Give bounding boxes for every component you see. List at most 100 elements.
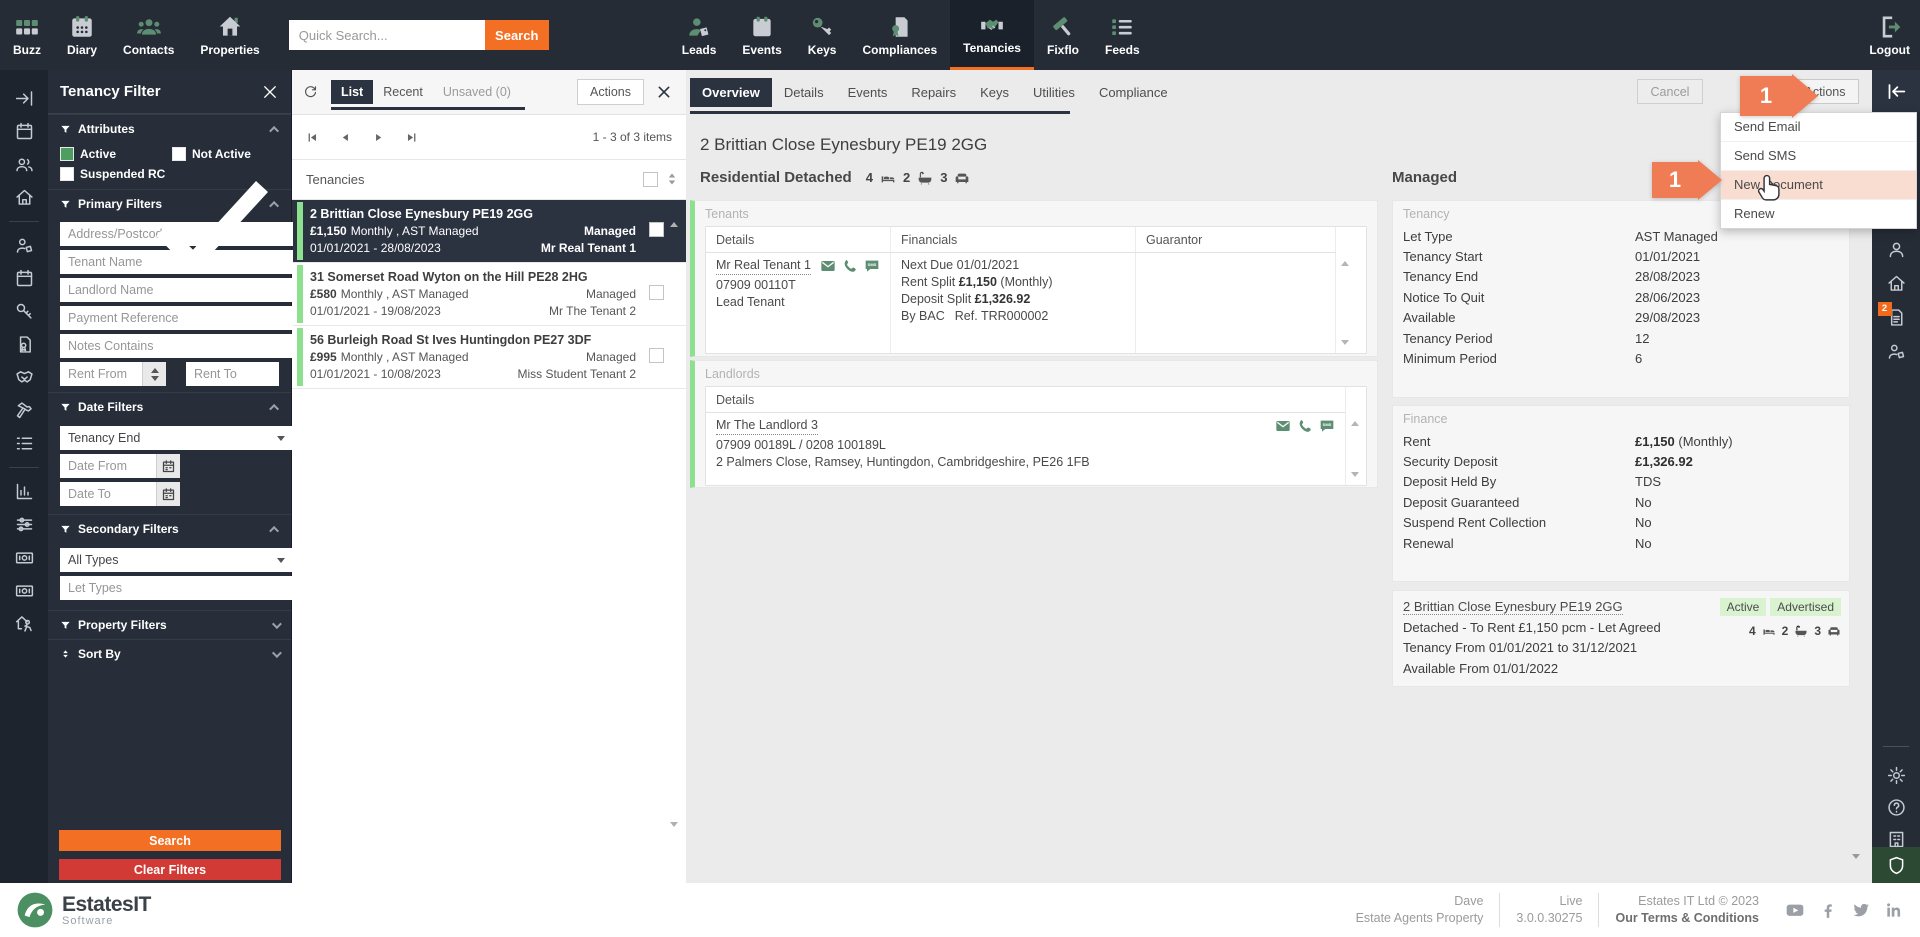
notes-contains-input[interactable] xyxy=(60,334,293,358)
close-filter-icon[interactable] xyxy=(261,83,279,101)
help-icon[interactable] xyxy=(1872,792,1920,822)
list-actions-button[interactable]: Actions xyxy=(577,79,644,105)
nav-compliances[interactable]: Compliances xyxy=(849,0,950,70)
reports-icon[interactable] xyxy=(14,475,35,508)
previous-page-icon[interactable] xyxy=(339,131,352,144)
row-checkbox[interactable] xyxy=(649,285,664,300)
tenancy-list-item[interactable]: 56 Burleigh Road St Ives Huntingdon PE27… xyxy=(292,326,686,389)
row-checkbox[interactable] xyxy=(649,348,664,363)
tab-overview[interactable]: Overview xyxy=(690,78,772,107)
sms-icon[interactable] xyxy=(864,258,880,274)
money-icon[interactable] xyxy=(14,574,35,607)
nav-keys[interactable]: Keys xyxy=(795,0,850,70)
menu-item-new-document[interactable]: New Document xyxy=(1721,171,1916,200)
menu-item-renew[interactable]: Renew xyxy=(1734,206,1775,221)
suspended-rc-checkbox[interactable] xyxy=(60,167,74,181)
lead-icon[interactable] xyxy=(1872,336,1920,366)
compliances-icon[interactable] xyxy=(14,328,35,361)
tenancy-list-item[interactable]: 2 Brittian Close Eynesbury PE19 2GG £1,1… xyxy=(292,200,686,263)
scroll-down-icon[interactable] xyxy=(1852,854,1860,877)
nav-leads[interactable]: Leads xyxy=(669,0,730,70)
security-shield-icon[interactable] xyxy=(1872,847,1920,883)
section-primary-filters[interactable]: Primary Filters xyxy=(48,189,291,218)
nav-buzz[interactable]: Buzz xyxy=(0,0,54,70)
tab-keys[interactable]: Keys xyxy=(980,85,1010,100)
section-property-filters[interactable]: Property Filters xyxy=(48,610,291,639)
landlord-link[interactable]: Mr The Landlord 3 xyxy=(716,417,818,435)
payments-icon[interactable] xyxy=(14,541,35,574)
scroll-up-icon[interactable] xyxy=(670,205,678,227)
section-attributes[interactable]: Attributes xyxy=(48,114,291,143)
contact-icon[interactable] xyxy=(1872,234,1920,264)
row-checkbox[interactable] xyxy=(649,222,664,237)
contacts-icon[interactable] xyxy=(14,148,35,181)
not-active-checkbox[interactable] xyxy=(172,147,186,161)
date-to-input[interactable] xyxy=(60,482,156,506)
date-type-select[interactable]: Tenancy End xyxy=(60,426,293,450)
tenancy-list-item[interactable]: 31 Somerset Road Wyton on the Hill PE28 … xyxy=(292,263,686,326)
nav-events[interactable]: Events xyxy=(729,0,794,70)
next-page-icon[interactable] xyxy=(372,131,385,144)
filters-icon[interactable] xyxy=(14,508,35,541)
rent-from-input[interactable] xyxy=(60,362,142,386)
landlords-scrollbar[interactable] xyxy=(1346,413,1366,485)
scroll-down-icon[interactable] xyxy=(670,822,678,845)
tab-list[interactable]: List xyxy=(331,80,374,104)
properties-icon[interactable] xyxy=(14,181,35,214)
tenant-link[interactable]: Mr Real Tenant 1 xyxy=(716,257,811,275)
twitter-icon[interactable] xyxy=(1851,900,1871,920)
property-icon[interactable] xyxy=(1872,268,1920,298)
move-out-icon[interactable] xyxy=(14,607,35,640)
nav-feeds[interactable]: Feeds xyxy=(1092,0,1153,70)
tab-compliance[interactable]: Compliance xyxy=(1098,85,1168,100)
tab-unsaved[interactable]: Unsaved (0) xyxy=(442,85,511,99)
rent-from-stepper[interactable] xyxy=(142,362,166,386)
all-types-select[interactable]: All Types xyxy=(60,548,293,572)
payment-reference-input[interactable] xyxy=(60,306,293,330)
close-list-icon[interactable] xyxy=(656,84,672,100)
nav-diary[interactable]: Diary xyxy=(54,0,110,70)
property-link[interactable]: 2 Brittian Close Eynesbury PE19 2GG xyxy=(1403,599,1623,615)
nav-contacts[interactable]: Contacts xyxy=(110,0,187,70)
search-button[interactable]: Search xyxy=(484,20,549,50)
tenancies-icon[interactable] xyxy=(14,361,35,394)
last-page-icon[interactable] xyxy=(405,131,418,144)
nav-properties[interactable]: Properties xyxy=(187,0,272,70)
select-all-checkbox[interactable] xyxy=(643,172,658,187)
refresh-icon[interactable] xyxy=(302,84,319,101)
feeds-icon[interactable] xyxy=(14,427,35,460)
email-icon[interactable] xyxy=(1275,418,1291,434)
email-icon[interactable] xyxy=(820,258,836,274)
youtube-icon[interactable] xyxy=(1785,900,1805,920)
fixflo-icon[interactable] xyxy=(14,394,35,427)
rent-to-input[interactable] xyxy=(186,362,279,386)
tab-utilities[interactable]: Utilities xyxy=(1033,85,1075,100)
terms-link[interactable]: Our Terms & Conditions xyxy=(1615,911,1759,925)
collapse-right-panel-icon[interactable] xyxy=(1872,70,1920,112)
linkedin-icon[interactable] xyxy=(1884,900,1904,920)
active-checkbox[interactable] xyxy=(60,147,74,161)
sms-icon[interactable] xyxy=(1319,418,1335,434)
clear-filters-button[interactable]: Clear Filters xyxy=(59,859,281,880)
facebook-icon[interactable] xyxy=(1818,900,1838,920)
tenants-scrollbar[interactable] xyxy=(1336,253,1356,353)
menu-item-send-email[interactable]: Send Email xyxy=(1721,113,1916,142)
landlord-name-input[interactable] xyxy=(60,278,293,302)
sort-arrows-icon[interactable] xyxy=(668,173,676,185)
tab-recent[interactable]: Recent xyxy=(383,85,423,99)
collapse-panel-icon[interactable] xyxy=(14,82,35,115)
nav-tenancies[interactable]: Tenancies xyxy=(950,0,1034,70)
phone-icon[interactable] xyxy=(1297,418,1313,434)
date-from-calendar-button[interactable] xyxy=(156,454,180,478)
documents-icon[interactable]: 2 xyxy=(1872,301,1920,332)
date-to-calendar-button[interactable] xyxy=(156,482,180,506)
menu-item-send-sms[interactable]: Send SMS xyxy=(1721,142,1916,171)
filter-search-button[interactable]: Search xyxy=(59,830,281,851)
phone-icon[interactable] xyxy=(842,258,858,274)
settings-gear-icon[interactable] xyxy=(1872,760,1920,790)
quick-search-input[interactable] xyxy=(288,20,485,50)
keys-icon[interactable] xyxy=(14,295,35,328)
section-sort-by[interactable]: Sort By xyxy=(48,639,291,668)
date-from-input[interactable] xyxy=(60,454,156,478)
let-types-input[interactable] xyxy=(60,576,293,600)
